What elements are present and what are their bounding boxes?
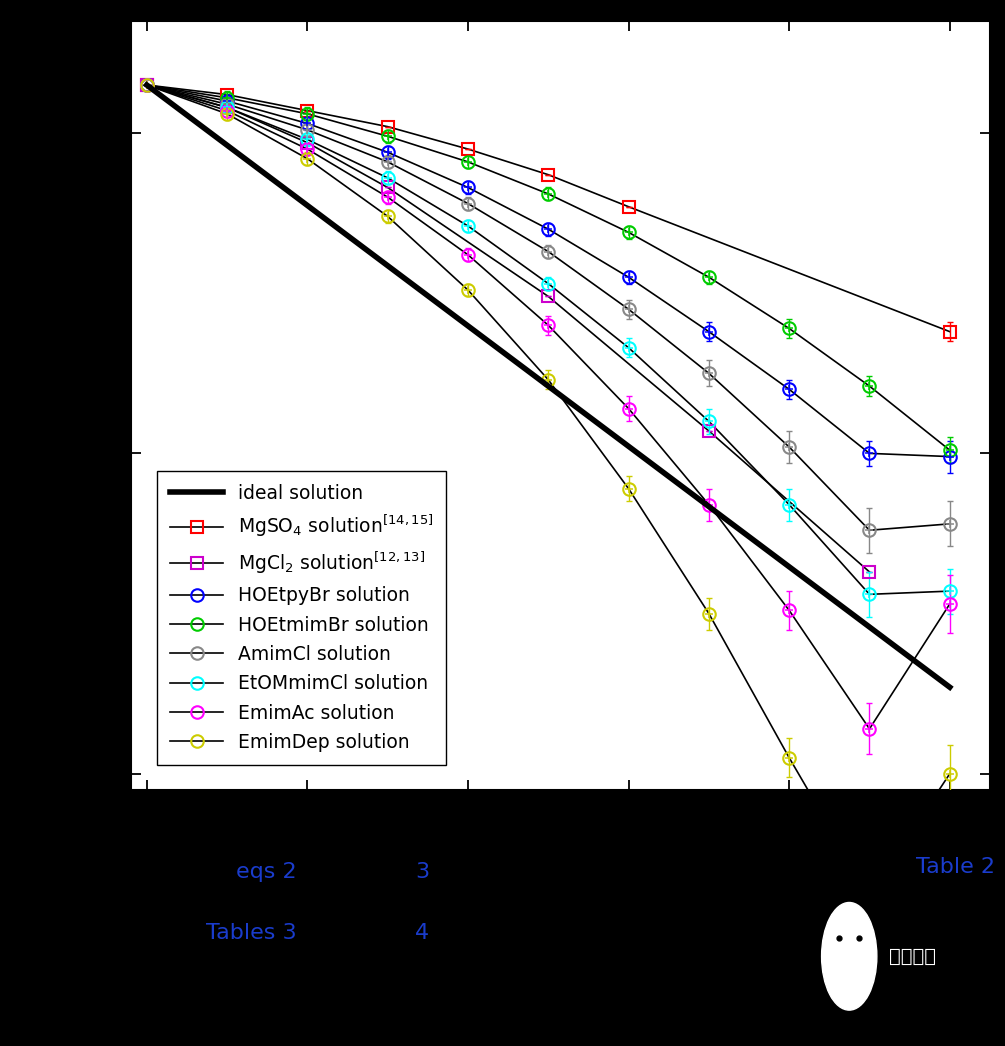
Text: Tables 3: Tables 3 bbox=[206, 924, 296, 943]
Text: Table 2: Table 2 bbox=[916, 857, 995, 877]
Text: 3: 3 bbox=[415, 862, 429, 882]
X-axis label: mole solutes per kg water: mole solutes per kg water bbox=[388, 833, 733, 859]
Ellipse shape bbox=[821, 903, 876, 1010]
Legend: ideal solution, MgSO$_4$ solution$^{[14,15]}$, MgCl$_2$ solution$^{[12,13]}$, HO: ideal solution, MgSO$_4$ solution$^{[14,… bbox=[157, 471, 446, 765]
Text: 泰科科技: 泰科科技 bbox=[889, 947, 937, 965]
Y-axis label: Freezing points/K: Freezing points/K bbox=[41, 292, 67, 519]
Text: eqs 2: eqs 2 bbox=[236, 862, 296, 882]
Text: 4: 4 bbox=[415, 924, 429, 943]
